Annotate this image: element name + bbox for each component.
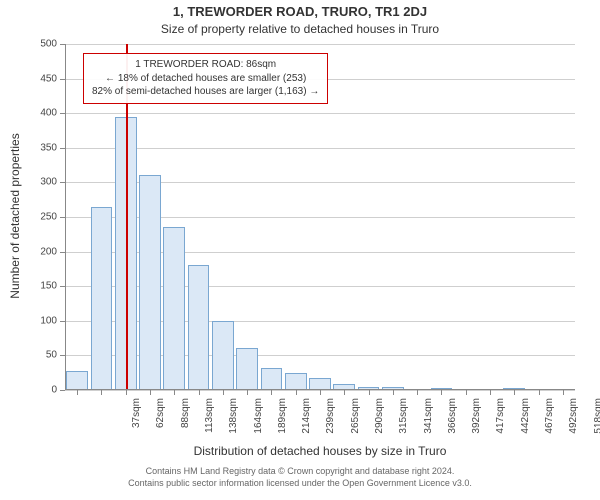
x-tick-label: 366sqm	[447, 398, 458, 448]
x-tick-label: 467sqm	[544, 398, 555, 448]
histogram-bar	[285, 373, 307, 390]
footer-attribution: Contains HM Land Registry data © Crown c…	[0, 466, 600, 489]
x-tick-mark	[101, 390, 102, 395]
y-tick-mark	[60, 355, 65, 356]
chart-title: 1, TREWORDER ROAD, TRURO, TR1 2DJ	[0, 4, 600, 19]
footer-line-2: Contains public sector information licen…	[0, 478, 600, 490]
y-tick-mark	[60, 44, 65, 45]
infobox-line-1: 1 TREWORDER ROAD: 86sqm	[92, 58, 319, 72]
x-tick-mark	[539, 390, 540, 395]
x-tick-mark	[77, 390, 78, 395]
gridline	[65, 148, 575, 149]
x-tick-mark	[199, 390, 200, 395]
y-tick-mark	[60, 286, 65, 287]
y-tick-label: 450	[32, 73, 57, 84]
x-tick-label: 492sqm	[568, 398, 579, 448]
x-tick-label: 341sqm	[423, 398, 434, 448]
histogram-bar	[91, 207, 113, 390]
chart-subtitle: Size of property relative to detached ho…	[0, 22, 600, 36]
x-tick-mark	[393, 390, 394, 395]
y-tick-label: 50	[32, 350, 57, 361]
x-tick-label: 189sqm	[277, 398, 288, 448]
x-tick-label: 88sqm	[180, 398, 191, 448]
y-tick-label: 300	[32, 177, 57, 188]
x-tick-mark	[174, 390, 175, 395]
y-tick-mark	[60, 390, 65, 391]
x-tick-mark	[271, 390, 272, 395]
histogram-bar	[261, 368, 283, 390]
x-tick-mark	[490, 390, 491, 395]
x-tick-mark	[150, 390, 151, 395]
x-tick-label: 265sqm	[350, 398, 361, 448]
x-tick-mark	[247, 390, 248, 395]
x-tick-label: 138sqm	[228, 398, 239, 448]
y-tick-label: 400	[32, 108, 57, 119]
y-tick-label: 100	[32, 315, 57, 326]
x-tick-mark	[223, 390, 224, 395]
infobox-line-3: 82% of semi-detached houses are larger (…	[92, 85, 319, 99]
x-tick-mark	[563, 390, 564, 395]
y-tick-mark	[60, 321, 65, 322]
x-tick-label: 315sqm	[398, 398, 409, 448]
y-tick-mark	[60, 113, 65, 114]
histogram-bar	[66, 371, 88, 390]
x-tick-mark	[296, 390, 297, 395]
x-tick-label: 62sqm	[155, 398, 166, 448]
x-tick-label: 518sqm	[593, 398, 600, 448]
chart-container: 1, TREWORDER ROAD, TRURO, TR1 2DJ Size o…	[0, 0, 600, 500]
y-tick-label: 200	[32, 246, 57, 257]
y-tick-mark	[60, 252, 65, 253]
x-tick-label: 113sqm	[204, 398, 215, 448]
y-axis-line	[65, 44, 66, 390]
gridline	[65, 113, 575, 114]
property-infobox: 1 TREWORDER ROAD: 86sqm ← 18% of detache…	[83, 53, 328, 104]
y-tick-mark	[60, 182, 65, 183]
infobox-line-2: ← 18% of detached houses are smaller (25…	[92, 72, 319, 86]
x-tick-label: 442sqm	[520, 398, 531, 448]
footer-line-1: Contains HM Land Registry data © Crown c…	[0, 466, 600, 478]
x-tick-mark	[344, 390, 345, 395]
x-tick-mark	[417, 390, 418, 395]
histogram-bar	[163, 227, 185, 390]
x-tick-label: 290sqm	[374, 398, 385, 448]
x-tick-label: 239sqm	[325, 398, 336, 448]
x-tick-mark	[369, 390, 370, 395]
x-tick-label: 417sqm	[495, 398, 506, 448]
histogram-bar	[236, 348, 258, 390]
y-tick-label: 500	[32, 39, 57, 50]
y-axis-label: Number of detached properties	[8, 116, 22, 316]
x-tick-label: 164sqm	[253, 398, 264, 448]
x-tick-label: 37sqm	[131, 398, 142, 448]
y-tick-mark	[60, 217, 65, 218]
gridline	[65, 44, 575, 45]
x-tick-mark	[514, 390, 515, 395]
x-tick-mark	[466, 390, 467, 395]
x-tick-mark	[441, 390, 442, 395]
histogram-bar	[188, 265, 210, 390]
x-tick-mark	[126, 390, 127, 395]
y-tick-label: 0	[32, 385, 57, 396]
histogram-bar	[212, 321, 234, 390]
y-tick-mark	[60, 79, 65, 80]
x-tick-label: 392sqm	[471, 398, 482, 448]
x-tick-label: 214sqm	[301, 398, 312, 448]
y-tick-label: 250	[32, 212, 57, 223]
histogram-bar	[139, 175, 161, 390]
x-tick-mark	[320, 390, 321, 395]
y-tick-label: 350	[32, 142, 57, 153]
y-tick-label: 150	[32, 281, 57, 292]
y-tick-mark	[60, 148, 65, 149]
